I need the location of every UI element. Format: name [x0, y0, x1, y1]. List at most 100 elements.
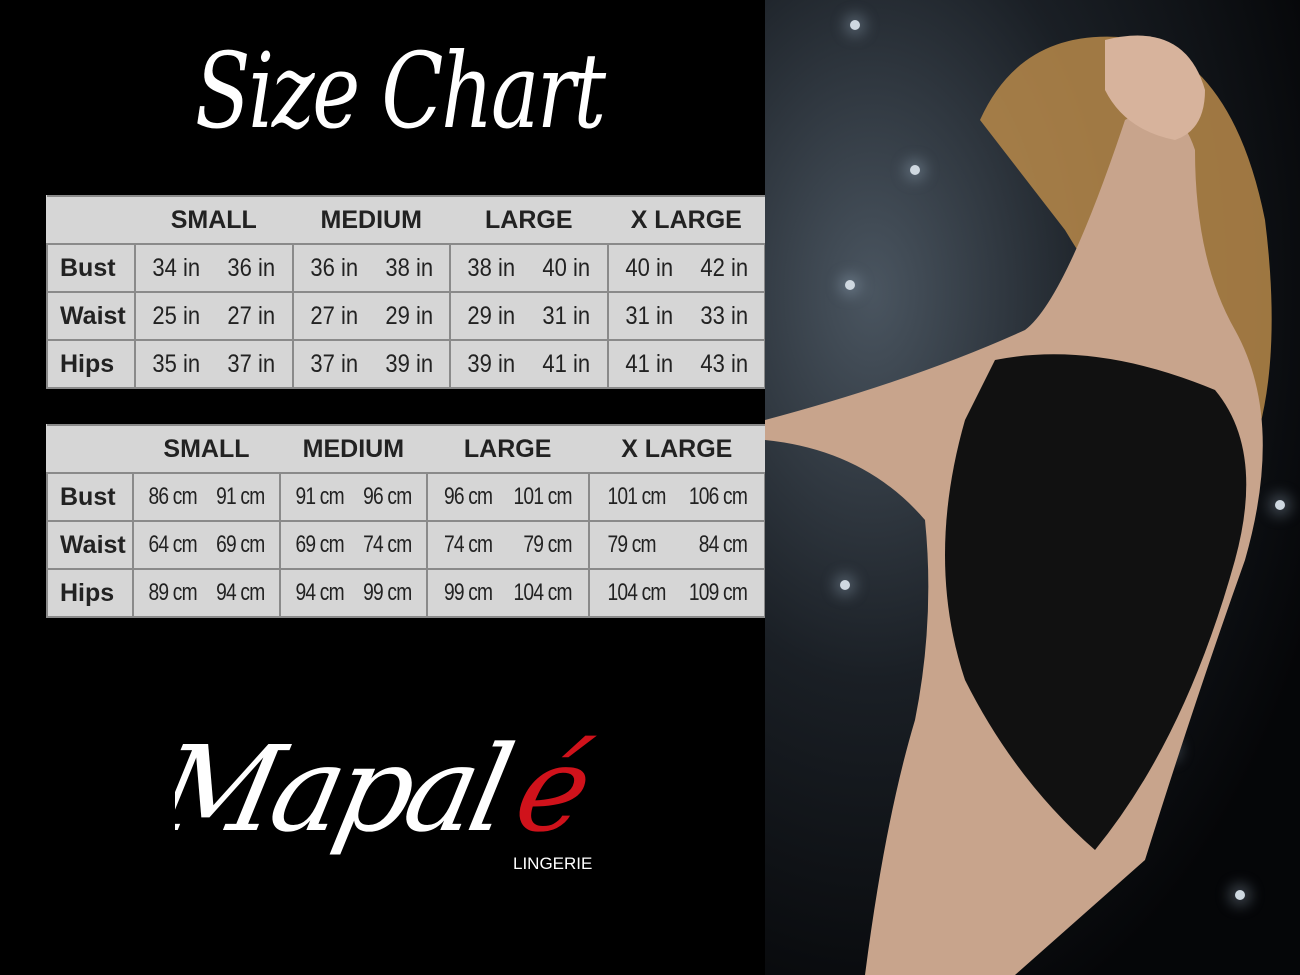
max-value: 40 in: [542, 253, 591, 282]
size-header: MEDIUM: [279, 424, 427, 474]
measure-label: Bust: [46, 243, 136, 293]
min-value: 64 cm: [148, 531, 197, 558]
max-value: 38 in: [384, 253, 433, 282]
min-value: 36 in: [309, 253, 358, 282]
min-value: 99 cm: [443, 579, 493, 606]
max-value: 96 cm: [363, 483, 412, 510]
size-cell: 34 in 36 in: [134, 243, 294, 293]
measure-label: Waist: [46, 520, 134, 570]
max-value: 37 in: [227, 349, 276, 378]
max-value: 36 in: [227, 253, 276, 282]
size-cell: 25 in 27 in: [134, 291, 294, 341]
logo-wordmark: Mapal: [175, 721, 520, 858]
size-cell: 29 in 31 in: [449, 291, 609, 341]
size-cell: 104 cm 109 cm: [587, 568, 766, 618]
min-value: 37 in: [309, 349, 358, 378]
logo-accent-e: é: [504, 721, 603, 858]
min-value: 104 cm: [606, 579, 666, 606]
size-cell: 101 cm 106 cm: [587, 472, 766, 522]
max-value: 27 in: [227, 301, 276, 330]
table-row: Bust 34 in 36 in 36 in 38 in 38 in 40 in 40 in 4…: [46, 243, 766, 293]
measure-label: Hips: [46, 339, 136, 389]
size-cell: 96 cm 101 cm: [425, 472, 590, 522]
min-value: 31 in: [624, 301, 673, 330]
size-cell: 41 in 43 in: [606, 339, 766, 389]
size-cell: 36 in 38 in: [291, 243, 451, 293]
max-value: 39 in: [384, 349, 433, 378]
max-value: 33 in: [699, 301, 748, 330]
measure-label: Waist: [46, 291, 136, 341]
size-cell: 38 in 40 in: [449, 243, 609, 293]
size-cell: 86 cm 91 cm: [132, 472, 281, 522]
size-header: LARGE: [426, 424, 589, 474]
size-cell: 40 in 42 in: [606, 243, 766, 293]
min-value: 96 cm: [443, 483, 493, 510]
size-cell: 91 cm 96 cm: [278, 472, 428, 522]
min-value: 94 cm: [295, 579, 344, 606]
min-value: 86 cm: [148, 483, 197, 510]
size-header: X LARGE: [607, 195, 765, 245]
size-header: X LARGE: [588, 424, 765, 474]
min-value: 40 in: [624, 253, 673, 282]
table-row: Hips 89 cm 94 cm 94 cm 99 cm 99 cm 104 cm 104 c…: [46, 568, 766, 618]
max-value: 79 cm: [523, 531, 572, 558]
min-value: 29 in: [467, 301, 516, 330]
size-cell: 64 cm 69 cm: [132, 520, 281, 570]
page-title: Size Chart: [195, 30, 606, 152]
min-value: 74 cm: [443, 531, 493, 558]
size-header: SMALL: [133, 424, 280, 474]
min-value: 79 cm: [606, 531, 656, 558]
max-value: 106 cm: [688, 483, 747, 510]
size-cell: 99 cm 104 cm: [425, 568, 590, 618]
max-value: 69 cm: [216, 531, 265, 558]
min-value: 101 cm: [606, 483, 666, 510]
brand-logo: Mapal é LINGERIE: [142, 715, 615, 890]
size-cell: 31 in 33 in: [606, 291, 766, 341]
table-row: Waist 64 cm 69 cm 69 cm 74 cm 74 cm 79 cm 79 cm…: [46, 520, 766, 570]
table-row: Bust 86 cm 91 cm 91 cm 96 cm 96 cm 101 cm 101 c…: [46, 472, 766, 522]
table-row: Hips 35 in 37 in 37 in 39 in 39 in 41 in 41 in 4…: [46, 339, 766, 389]
max-value: 74 cm: [363, 531, 412, 558]
size-cell: 69 cm 74 cm: [278, 520, 428, 570]
size-cell: 89 cm 94 cm: [132, 568, 281, 618]
max-value: 94 cm: [216, 579, 265, 606]
model-photo: [765, 0, 1300, 975]
max-value: 91 cm: [216, 483, 265, 510]
min-value: 69 cm: [295, 531, 344, 558]
size-cell: 39 in 41 in: [449, 339, 609, 389]
measure-label: Hips: [46, 568, 134, 618]
size-cell: 37 in 39 in: [291, 339, 451, 389]
max-value: 99 cm: [363, 579, 412, 606]
min-value: 34 in: [152, 253, 201, 282]
min-value: 89 cm: [148, 579, 197, 606]
size-cell: 79 cm 84 cm: [587, 520, 766, 570]
header-empty: [47, 424, 133, 474]
min-value: 91 cm: [295, 483, 344, 510]
size-cell: 35 in 37 in: [134, 339, 294, 389]
max-value: 31 in: [542, 301, 591, 330]
min-value: 25 in: [152, 301, 201, 330]
table-header-row: SMALL MEDIUM LARGE X LARGE: [47, 195, 765, 245]
min-value: 35 in: [152, 349, 201, 378]
max-value: 29 in: [384, 301, 433, 330]
size-cell: 27 in 29 in: [291, 291, 451, 341]
size-header: LARGE: [450, 195, 608, 245]
header-empty: [47, 195, 135, 245]
size-header: MEDIUM: [292, 195, 450, 245]
measure-label: Bust: [46, 472, 134, 522]
size-cell: 74 cm 79 cm: [425, 520, 590, 570]
min-value: 38 in: [467, 253, 516, 282]
max-value: 104 cm: [513, 579, 572, 606]
min-value: 27 in: [309, 301, 358, 330]
logo-tagline: LINGERIE: [513, 854, 592, 873]
size-cell: 94 cm 99 cm: [278, 568, 428, 618]
max-value: 42 in: [699, 253, 748, 282]
max-value: 41 in: [542, 349, 591, 378]
size-table-inches: SMALL MEDIUM LARGE X LARGE Bust 34 in 36 in 36 …: [46, 195, 766, 389]
min-value: 41 in: [624, 349, 673, 378]
table-header-row: SMALL MEDIUM LARGE X LARGE: [47, 424, 765, 474]
max-value: 101 cm: [513, 483, 572, 510]
max-value: 43 in: [699, 349, 748, 378]
size-header: SMALL: [135, 195, 293, 245]
table-row: Waist 25 in 27 in 27 in 29 in 29 in 31 in 31 in…: [46, 291, 766, 341]
